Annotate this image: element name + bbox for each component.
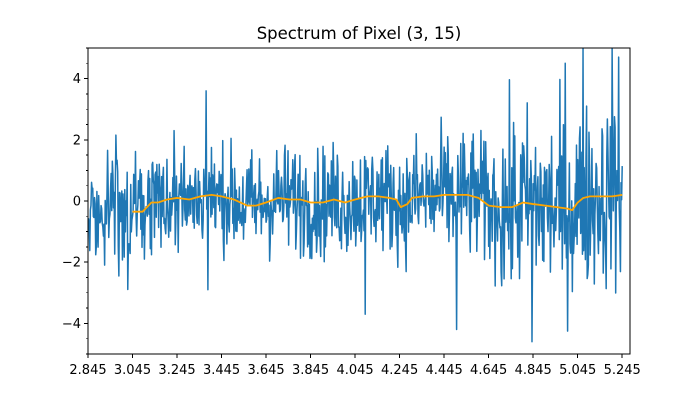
y-tick-label: 2 [73, 133, 81, 148]
y-axis: −4 −2 0 2 4 [62, 47, 88, 355]
x-tick-label: 3.445 [203, 363, 240, 378]
chart-title: Spectrum of Pixel (3, 15) [257, 24, 462, 43]
x-tick-label: 2.845 [69, 363, 106, 378]
x-tick-label: 4.845 [515, 363, 552, 378]
y-tick-label: −2 [62, 256, 81, 271]
x-tick-label: 5.245 [604, 363, 641, 378]
x-axis: 2.845 3.045 3.245 3.445 3.645 3.845 4.045 4.245… [69, 354, 641, 378]
x-tick-label: 4.045 [336, 363, 373, 378]
x-tick-label: 4.445 [426, 363, 463, 378]
x-tick-label: 4.645 [470, 363, 507, 378]
y-tick-label: 4 [73, 72, 81, 87]
smoothed-spectrum-line [132, 193, 623, 213]
y-tick-label: −4 [62, 317, 81, 332]
x-tick-label: 3.845 [292, 363, 329, 378]
y-tick-label: 0 [73, 195, 81, 210]
raw-spectrum-line [88, 48, 623, 343]
x-tick-label: 4.245 [381, 363, 418, 378]
x-tick-label: 3.645 [247, 363, 284, 378]
x-tick-label: 3.245 [158, 363, 195, 378]
plot-area [88, 48, 623, 343]
x-tick-label: 5.045 [559, 363, 596, 378]
x-tick-label: 3.045 [114, 363, 151, 378]
